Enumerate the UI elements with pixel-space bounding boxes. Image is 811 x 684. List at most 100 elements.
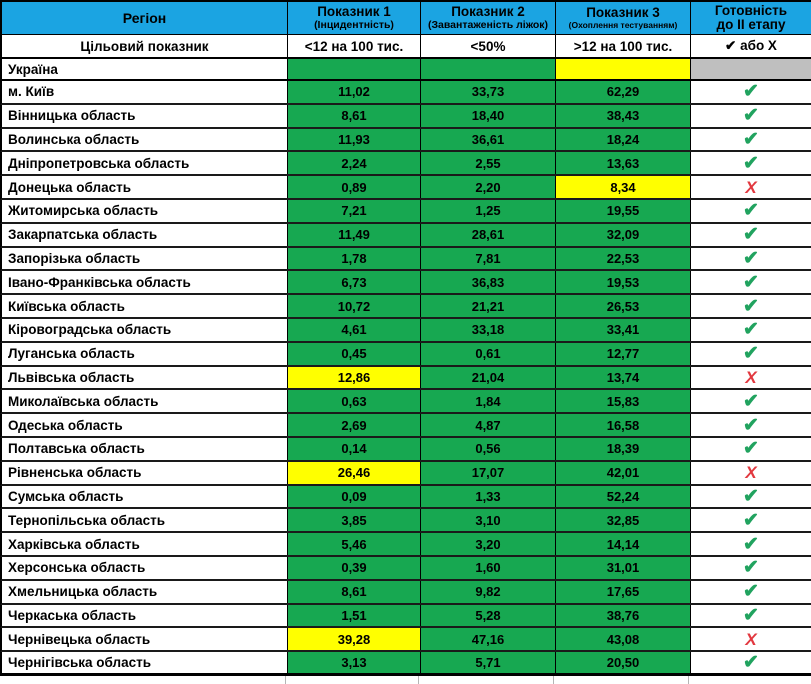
indicator1-value: 0,89: [287, 176, 420, 198]
ukraine-indicator2-cell: [420, 59, 555, 79]
check-icon: ✔: [743, 152, 759, 174]
table-row: Сумська область 0,09 1,33 52,24 ✔: [0, 485, 811, 510]
ukraine-indicator1-cell: [287, 59, 420, 79]
readiness-cell: ✔: [690, 152, 811, 175]
header-readiness: Готовність до ІІ етапу: [690, 2, 811, 34]
indicator2-value: 0,61: [420, 342, 555, 365]
check-icon: ✔: [743, 200, 759, 222]
table-row: Миколаївська область 0,63 1,84 15,83 ✔: [0, 390, 811, 415]
indicator1-value: 11,93: [287, 128, 420, 151]
table-row: Закарпатська область 11,49 28,61 32,09 ✔: [0, 223, 811, 248]
indicator2-value: 17,07: [420, 461, 555, 484]
header-readiness-line2: до ІІ етапу: [716, 17, 786, 32]
table-row: Тернопільська область 3,85 3,10 32,85 ✔: [0, 509, 811, 534]
region-name: Черкаська область: [8, 607, 137, 623]
header-indicator3: Показник 3 (Охоплення тестуванням): [555, 2, 690, 34]
region-name: Вінницька область: [8, 108, 136, 124]
indicator3-value: 14,14: [555, 533, 690, 555]
check-icon: ✔: [743, 509, 759, 531]
readiness-cell: ✔: [690, 533, 811, 555]
indicator1-value: 1,51: [287, 604, 420, 627]
check-icon: ✔: [743, 390, 759, 412]
table-row: Одеська область 2,69 4,87 16,58 ✔: [0, 414, 811, 438]
indicator2-value: 21,04: [420, 366, 555, 389]
header-indicator3-title: Показник 3: [586, 5, 660, 21]
indicator3-value: 43,08: [555, 628, 690, 651]
table-row: Київська область 10,72 21,21 26,53 ✔: [0, 295, 811, 319]
target-indicator3: >12 на 100 тис.: [555, 35, 690, 57]
region-name: Харківська область: [8, 536, 140, 552]
readiness-cell: Χ: [690, 461, 811, 484]
readiness-cell: ✔: [690, 128, 811, 151]
indicator1-value: 8,61: [287, 104, 420, 127]
region-name: Волинська область: [8, 131, 140, 147]
table-body: м. Київ 11,02 33,73 62,29 ✔ Вінницька область…: [0, 81, 811, 676]
indicator3-value: 26,53: [555, 295, 690, 317]
region-name: м. Київ: [8, 84, 55, 100]
indicator1-value: 6,73: [287, 271, 420, 294]
indicator2-value: 5,28: [420, 604, 555, 627]
indicator3-value: 62,29: [555, 81, 690, 103]
readiness-cell: ✔: [690, 485, 811, 508]
table-row: Волинська область 11,93 36,61 18,24 ✔: [0, 128, 811, 153]
region-name: Львівська область: [8, 369, 135, 385]
region-name: Чернігівська область: [8, 655, 152, 671]
region-name: Запорізька область: [8, 250, 141, 266]
indicator3-value: 19,55: [555, 199, 690, 222]
indicator3-value: 12,77: [555, 342, 690, 365]
target-label: Цільовий показник: [80, 38, 209, 54]
indicator2-value: 18,40: [420, 104, 555, 127]
readiness-cell: ✔: [690, 437, 811, 460]
indicator2-value: 21,21: [420, 295, 555, 317]
indicator3-value: 31,01: [555, 556, 690, 579]
indicator1-value: 3,13: [287, 652, 420, 673]
check-icon: ✔: [743, 438, 759, 460]
table-row: Чернівецька область 39,28 47,16 43,08 Χ: [0, 628, 811, 653]
indicator1-value: 0,09: [287, 485, 420, 508]
table-row: Кіровоградська область 4,61 33,18 33,41 ✔: [0, 318, 811, 343]
table-row: Черкаська область 1,51 5,28 38,76 ✔: [0, 604, 811, 629]
target-indicator2: <50%: [420, 35, 555, 57]
indicator3-value: 42,01: [555, 461, 690, 484]
region-name: Житомирська область: [8, 203, 159, 219]
indicator1-value: 26,46: [287, 461, 420, 484]
ukraine-label: Україна: [8, 61, 58, 77]
table-row: Дніпропетровська область 2,24 2,55 13,63 ✔: [0, 152, 811, 177]
indicator1-value: 2,69: [287, 414, 420, 436]
indicator3-value: 17,65: [555, 580, 690, 603]
check-icon: ✔: [743, 652, 759, 673]
indicator3-value: 18,24: [555, 128, 690, 151]
indicator1-value: 0,45: [287, 342, 420, 365]
readiness-cell: Χ: [690, 628, 811, 651]
ukraine-row: Україна: [0, 59, 811, 81]
empty-cell: [285, 675, 418, 684]
indicator3-value: 38,76: [555, 604, 690, 627]
header-readiness-line1: Готовність: [714, 2, 788, 18]
indicator2-value: 36,61: [420, 128, 555, 151]
indicator1-value: 0,63: [287, 390, 420, 413]
indicator2-value: 4,87: [420, 414, 555, 436]
indicator1-value: 5,46: [287, 533, 420, 555]
table-row: Житомирська область 7,21 1,25 19,55 ✔: [0, 199, 811, 224]
readiness-cell: ✔: [690, 223, 811, 246]
indicator2-value: 1,60: [420, 556, 555, 579]
check-icon: ✔: [743, 105, 759, 127]
indicator2-value: 2,20: [420, 176, 555, 198]
indicator1-value: 39,28: [287, 628, 420, 651]
table-row: Хмельницька область 8,61 9,82 17,65 ✔: [0, 580, 811, 605]
table-row: Рівненська область 26,46 17,07 42,01 Χ: [0, 461, 811, 486]
header-indicator2-subtitle: (Завантаженість ліжок): [427, 18, 549, 31]
readiness-cell: ✔: [690, 199, 811, 222]
readiness-cell: ✔: [690, 342, 811, 365]
readiness-cell: ✔: [690, 509, 811, 532]
indicator2-value: 9,82: [420, 580, 555, 603]
region-name: Донецька область: [8, 179, 132, 195]
region-name: Івано-Франківська область: [8, 274, 191, 290]
indicator3-value: 22,53: [555, 247, 690, 270]
check-icon: ✔: [743, 604, 759, 626]
ukraine-readiness-cell: [690, 59, 811, 79]
table-row: Донецька область 0,89 2,20 8,34 Χ: [0, 176, 811, 200]
indicator1-value: 11,49: [287, 223, 420, 246]
indicator3-value: 8,34: [555, 176, 690, 198]
check-icon: ✔: [743, 485, 759, 507]
